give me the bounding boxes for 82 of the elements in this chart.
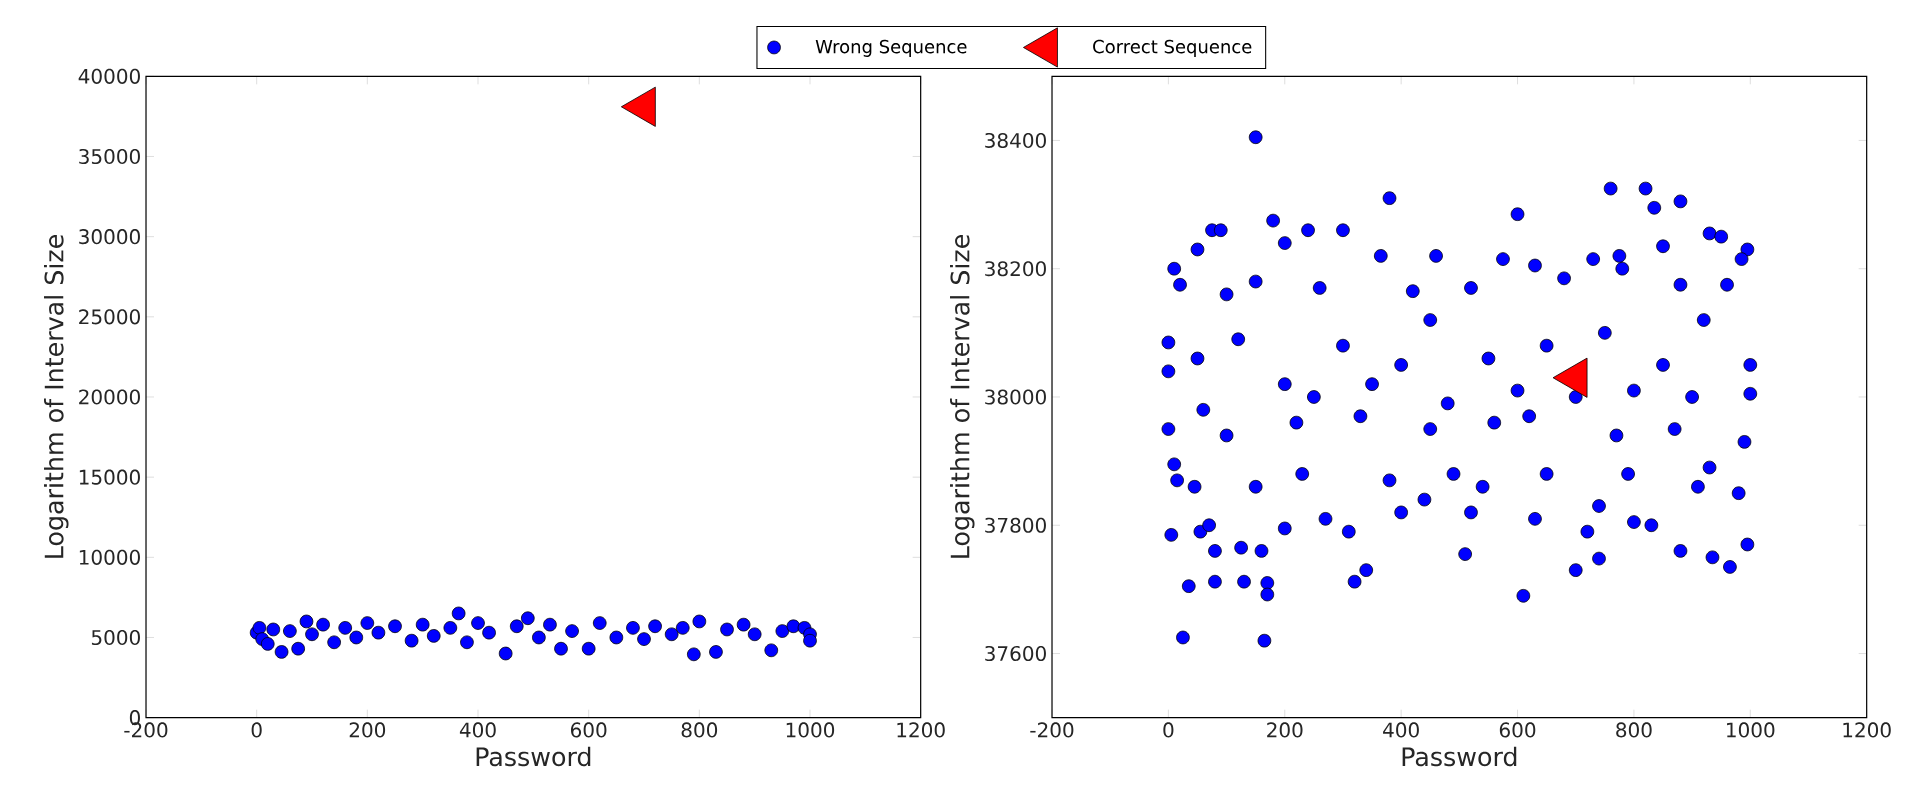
point (471, 616, 485, 630)
point (451, 606, 466, 621)
y-tick-label: 40000 (78, 68, 140, 84)
point (426, 629, 441, 643)
point (305, 627, 319, 642)
x-tick-label: 800 (1616, 722, 1652, 738)
point (482, 625, 496, 640)
y-tick-label: 38000 (985, 389, 1046, 405)
x-tick-label: 400 (459, 722, 496, 738)
point (554, 641, 568, 656)
point (283, 624, 297, 638)
point (648, 619, 662, 634)
point (509, 619, 524, 634)
x-tick-label: 400 (1383, 722, 1419, 738)
x-tick-label: 1200 (897, 722, 945, 738)
point (443, 621, 458, 635)
x-axis-title: Password (476, 746, 591, 767)
point (371, 625, 386, 640)
point (637, 632, 651, 646)
y-tick-label: 15000 (79, 469, 140, 485)
y-tick-label: 30000 (79, 229, 140, 245)
legend-label: Correct Sequence (1093, 39, 1252, 57)
point (415, 617, 430, 632)
point (316, 617, 330, 632)
point (687, 647, 701, 662)
y-tick-label: 37800 (985, 517, 1046, 533)
point (521, 611, 535, 626)
y-tick-label: 37600 (985, 645, 1046, 662)
point (736, 617, 751, 632)
x-tick-label: 0 (1163, 722, 1174, 738)
point (404, 633, 419, 648)
point (675, 621, 690, 635)
point (709, 645, 723, 659)
point (764, 643, 779, 658)
point (803, 633, 817, 648)
point (460, 635, 474, 650)
y-tick-label: 10000 (79, 549, 140, 565)
x-tick-label: 1000 (786, 722, 835, 738)
y-tick-label: 38400 (985, 132, 1046, 149)
point (360, 616, 375, 630)
point (274, 645, 289, 659)
x-tick-label: 600 (570, 722, 607, 738)
point (252, 621, 267, 635)
legend-label: Wrong Sequence (815, 39, 967, 57)
x-tick-label: 0 (251, 722, 262, 738)
point (260, 637, 275, 651)
x-axis-title: Password (1402, 746, 1517, 767)
x-tick-label: 600 (1499, 722, 1536, 738)
point (626, 621, 640, 635)
point (291, 641, 305, 656)
x-tick-label: 200 (349, 722, 386, 738)
y-tick-label: 5000 (91, 629, 140, 646)
x-tick-label: 1200 (1843, 722, 1891, 738)
point (786, 619, 801, 634)
point (664, 627, 679, 642)
point (327, 635, 341, 650)
point (581, 641, 596, 656)
point (747, 627, 762, 642)
y-tick-label: 25000 (79, 309, 140, 325)
point (338, 621, 353, 635)
point (692, 614, 707, 629)
point (565, 624, 579, 638)
point (266, 622, 281, 637)
point (592, 616, 607, 630)
point (532, 630, 546, 645)
x-tick-label: -200 (1030, 722, 1074, 738)
y-axis-title: Logarithm of Interval Size (44, 235, 69, 558)
point (775, 624, 790, 638)
point (299, 614, 314, 629)
x-tick-label: 200 (1267, 722, 1303, 738)
x-tick-label: 1000 (1727, 722, 1775, 738)
point (388, 619, 402, 634)
x-tick-label: 800 (681, 722, 718, 738)
point (498, 646, 513, 661)
point (543, 617, 557, 632)
point (349, 630, 364, 645)
y-tick-label: 20000 (79, 389, 140, 405)
point (720, 622, 734, 637)
y-axis-title: Logarithm of Interval Size (950, 235, 975, 558)
y-tick-label: 35000 (79, 148, 140, 165)
y-tick-label: 38200 (985, 261, 1046, 277)
point (609, 630, 624, 645)
